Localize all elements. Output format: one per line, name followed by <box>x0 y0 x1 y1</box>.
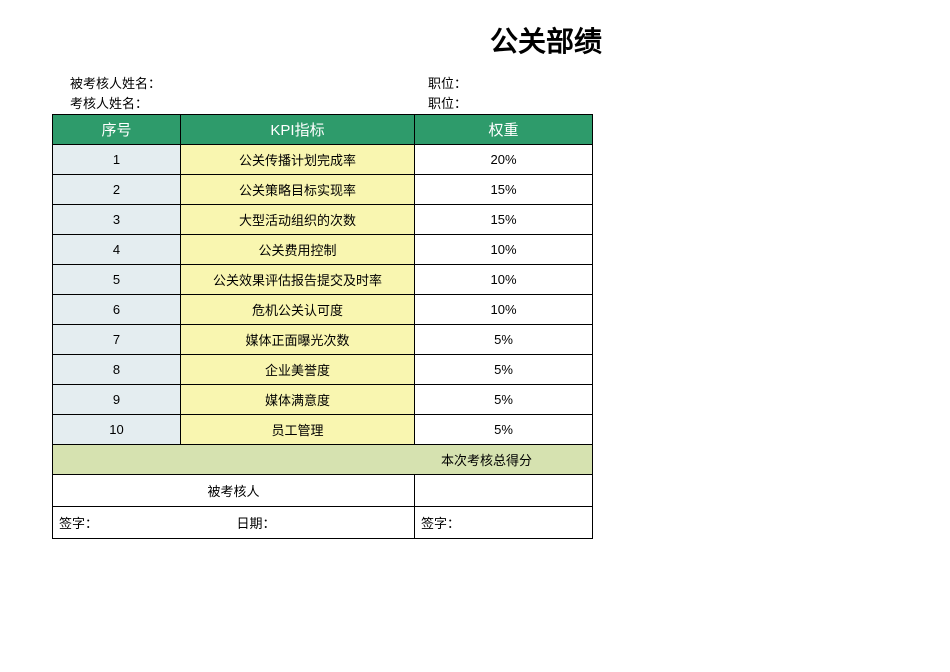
assessee-date-label: 日期： <box>237 513 415 532</box>
kpi-cell: 公关效果评估报告提交及时率 <box>181 265 415 295</box>
kpi-cell: 企业美誉度 <box>181 355 415 385</box>
header-kpi: KPI指标 <box>181 115 415 145</box>
total-row: 本次考核总得分 <box>53 445 593 475</box>
meta-row-1: 被考核人姓名： 职位： <box>52 74 950 94</box>
role-row: 被考核人 <box>53 475 593 507</box>
weight-cell: 5% <box>415 385 593 415</box>
table-row: 2公关策略目标实现率15% <box>53 175 593 205</box>
seq-cell: 7 <box>53 325 181 355</box>
signature-row: 签字： 日期： 签字： <box>53 507 593 539</box>
assessee-name-label: 被考核人姓名： <box>52 74 414 94</box>
kpi-cell: 公关策略目标实现率 <box>181 175 415 205</box>
seq-cell: 8 <box>53 355 181 385</box>
seq-cell: 4 <box>53 235 181 265</box>
assessee-position-label: 职位： <box>414 74 614 94</box>
assessor-name-label: 考核人姓名： <box>52 94 414 114</box>
table-row: 3大型活动组织的次数15% <box>53 205 593 235</box>
assessor-position-label: 职位： <box>414 94 614 114</box>
table-row: 1公关传播计划完成率20% <box>53 145 593 175</box>
table-row: 6危机公关认可度10% <box>53 295 593 325</box>
weight-cell: 20% <box>415 145 593 175</box>
kpi-cell: 公关费用控制 <box>181 235 415 265</box>
weight-cell: 5% <box>415 355 593 385</box>
table-row: 4公关费用控制10% <box>53 235 593 265</box>
weight-cell: 5% <box>415 325 593 355</box>
seq-cell: 3 <box>53 205 181 235</box>
seq-cell: 6 <box>53 295 181 325</box>
meta-row-2: 考核人姓名： 职位： <box>52 94 950 114</box>
table-row: 10员工管理5% <box>53 415 593 445</box>
seq-cell: 5 <box>53 265 181 295</box>
kpi-cell: 公关传播计划完成率 <box>181 145 415 175</box>
kpi-cell: 危机公关认可度 <box>181 295 415 325</box>
weight-cell: 10% <box>415 295 593 325</box>
weight-cell: 5% <box>415 415 593 445</box>
assessee-sign-label: 签字： <box>59 513 237 532</box>
total-label: 本次考核总得分 <box>53 450 592 469</box>
role-assessee: 被考核人 <box>53 475 415 507</box>
page-title: 公关部绩 <box>52 20 950 60</box>
header-seq: 序号 <box>53 115 181 145</box>
seq-cell: 10 <box>53 415 181 445</box>
assessor-sign-label: 签字： <box>415 507 593 539</box>
kpi-table: 序号 KPI指标 权重 1公关传播计划完成率20%2公关策略目标实现率15%3大… <box>52 114 593 539</box>
kpi-cell: 大型活动组织的次数 <box>181 205 415 235</box>
kpi-cell: 媒体正面曝光次数 <box>181 325 415 355</box>
table-row: 9媒体满意度5% <box>53 385 593 415</box>
table-header-row: 序号 KPI指标 权重 <box>53 115 593 145</box>
weight-cell: 15% <box>415 205 593 235</box>
weight-cell: 15% <box>415 175 593 205</box>
table-row: 8企业美誉度5% <box>53 355 593 385</box>
kpi-cell: 媒体满意度 <box>181 385 415 415</box>
table-row: 5公关效果评估报告提交及时率10% <box>53 265 593 295</box>
weight-cell: 10% <box>415 265 593 295</box>
seq-cell: 2 <box>53 175 181 205</box>
kpi-cell: 员工管理 <box>181 415 415 445</box>
weight-cell: 10% <box>415 235 593 265</box>
header-weight: 权重 <box>415 115 593 145</box>
seq-cell: 1 <box>53 145 181 175</box>
role-empty <box>415 475 593 507</box>
seq-cell: 9 <box>53 385 181 415</box>
table-row: 7媒体正面曝光次数5% <box>53 325 593 355</box>
